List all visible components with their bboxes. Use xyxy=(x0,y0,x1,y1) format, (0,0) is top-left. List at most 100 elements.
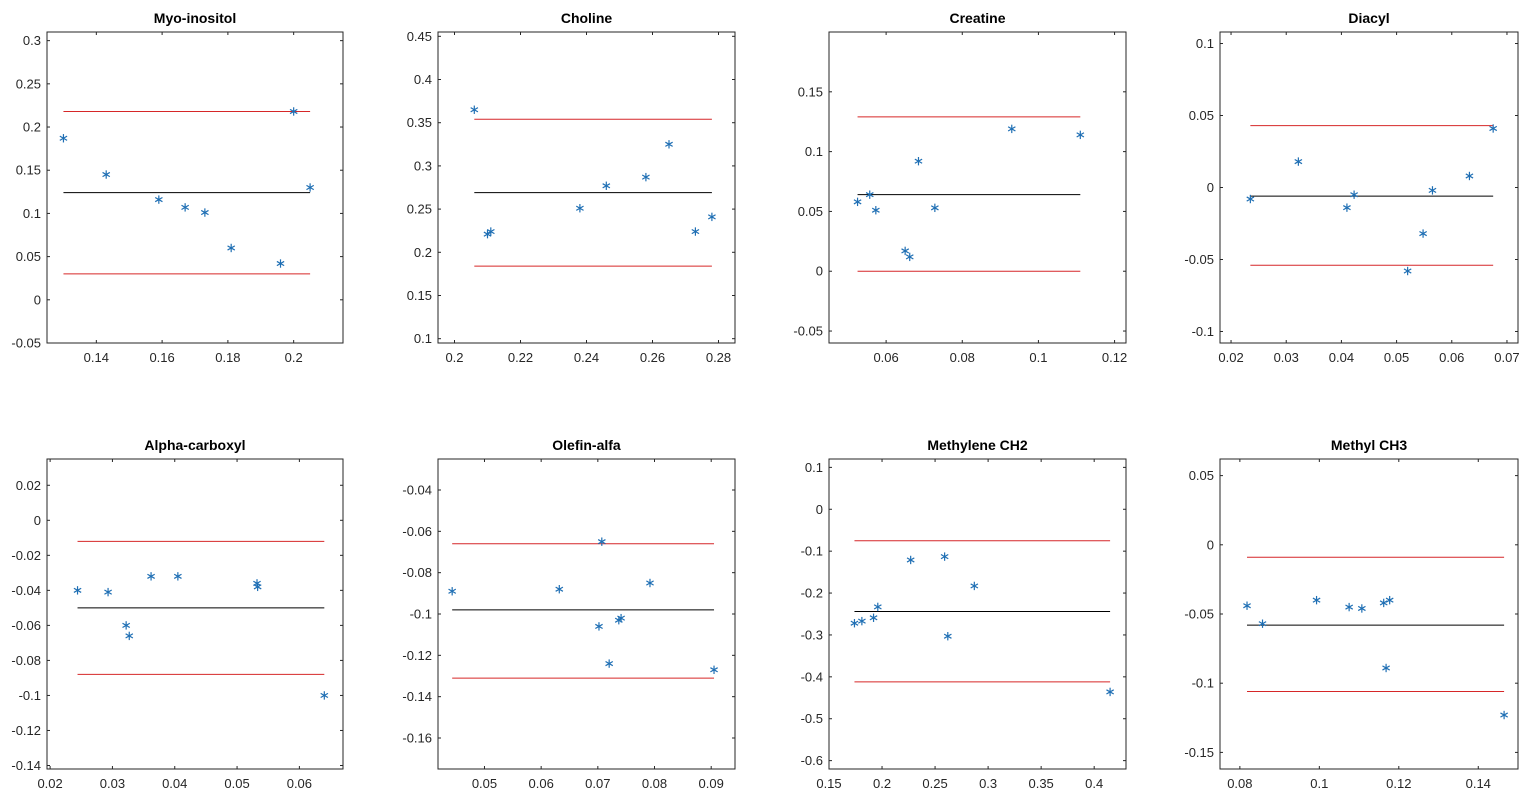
chart-title: Myo-inositol xyxy=(154,10,236,26)
data-point xyxy=(448,587,457,596)
y-tick-label: 0 xyxy=(34,292,41,307)
axes-box xyxy=(1219,458,1519,770)
chart-title: Methyl CH3 xyxy=(1331,437,1407,453)
y-tick-label: -0.12 xyxy=(402,648,432,663)
y-tick-label: 0 xyxy=(1207,537,1214,552)
y-tick-label: 0.02 xyxy=(16,478,41,493)
x-tick-label: 0.25 xyxy=(922,776,947,791)
data-point xyxy=(901,246,910,256)
y-tick-label: -0.05 xyxy=(1184,607,1214,622)
y-tick-label: 0.15 xyxy=(798,84,823,99)
y-tick-label: -0.14 xyxy=(11,758,41,773)
data-point xyxy=(665,140,673,149)
y-tick-label: -0.08 xyxy=(402,565,432,580)
data-point xyxy=(707,212,716,222)
x-tick-label: 0.2 xyxy=(285,350,303,365)
y-tick-label: 0.1 xyxy=(414,331,432,346)
y-tick-label: 0.2 xyxy=(23,120,41,135)
panel-7: Methylene CH2 0.15 0.2 0.25 0.3 0.35 0.4 -0.6 -0… xyxy=(801,437,1127,791)
chart-title: Alpha-carboxyl xyxy=(144,437,245,453)
y-tick-label: 0.05 xyxy=(798,204,823,219)
data-point xyxy=(605,659,614,668)
data-point xyxy=(1342,203,1351,212)
y-tick-label: -0.08 xyxy=(11,653,41,668)
x-tick-label: 0.15 xyxy=(816,776,841,791)
axes-box xyxy=(437,31,736,344)
x-tick-label: 0.12 xyxy=(1386,776,1411,791)
axes-box xyxy=(437,458,736,770)
x-tick-label: 0.14 xyxy=(1466,776,1491,791)
data-point xyxy=(905,252,914,262)
y-tick-label: -0.1 xyxy=(19,688,41,703)
x-tick-label: 0.14 xyxy=(84,350,109,365)
data-point xyxy=(1500,710,1509,720)
data-point xyxy=(914,156,923,166)
data-point xyxy=(59,134,68,143)
x-tick-label: 0.1 xyxy=(1029,350,1047,365)
data-point xyxy=(1428,186,1437,195)
axes-box xyxy=(46,31,344,344)
chart-title: Diacyl xyxy=(1348,10,1389,26)
data-point xyxy=(646,578,654,588)
data-point xyxy=(253,582,262,592)
data-point xyxy=(871,206,880,215)
data-point xyxy=(641,172,650,182)
y-tick-label: 0 xyxy=(34,513,41,528)
data-point xyxy=(306,183,315,192)
y-tick-label: -0.3 xyxy=(801,627,823,642)
y-tick-label: 0.25 xyxy=(16,76,41,91)
panel-1: Myo-inositol 0.14 0.16 0.18 0.2 -0.05 0 0.05 0.1… xyxy=(11,10,344,365)
y-tick-label: -0.06 xyxy=(11,618,41,633)
panel-3: Creatine 0.06 0.08 0.1 0.12 -0.05 0 0.05 0.1 0.15 xyxy=(793,10,1127,365)
x-tick-label: 0.26 xyxy=(640,350,665,365)
data-point xyxy=(1312,595,1321,605)
data-point xyxy=(200,208,209,217)
y-tick-label: -0.02 xyxy=(11,548,41,563)
x-tick-label: 0.3 xyxy=(979,776,997,791)
data-point xyxy=(602,181,611,190)
y-tick-label: -0.05 xyxy=(11,336,41,351)
y-tick-label: -0.5 xyxy=(801,711,823,726)
x-tick-label: 0.06 xyxy=(287,776,312,791)
y-tick-label: -0.15 xyxy=(1184,745,1214,760)
panel-8: Methyl CH3 0.08 0.1 0.12 0.14 -0.15 -0.1 -0.05 0… xyxy=(1184,437,1519,791)
data-point xyxy=(73,586,82,595)
y-tick-label: 0.05 xyxy=(1189,108,1214,123)
y-tick-label: 0.3 xyxy=(414,158,432,173)
data-point xyxy=(1007,124,1016,134)
chart-title: Creatine xyxy=(949,10,1005,26)
y-tick-label: 0.1 xyxy=(23,206,41,221)
y-tick-label: -0.12 xyxy=(11,723,41,738)
y-tick-label: -0.04 xyxy=(402,483,432,498)
data-point xyxy=(1357,604,1366,613)
data-point xyxy=(125,631,134,641)
x-tick-label: 0.4 xyxy=(1085,776,1103,791)
x-tick-label: 0.03 xyxy=(100,776,125,791)
y-tick-label: -0.1 xyxy=(1192,676,1214,691)
data-point xyxy=(1382,663,1391,673)
y-tick-label: 0.2 xyxy=(414,245,432,260)
data-point xyxy=(470,105,479,114)
axes-box xyxy=(828,31,1127,344)
data-point xyxy=(320,691,329,700)
data-point xyxy=(853,197,862,207)
x-tick-label: 0.1 xyxy=(1310,776,1328,791)
data-point xyxy=(1465,171,1474,181)
data-point xyxy=(555,585,564,594)
x-tick-label: 0.35 xyxy=(1028,776,1053,791)
y-tick-label: -0.06 xyxy=(402,524,432,539)
y-tick-label: 0.35 xyxy=(407,115,432,130)
data-point xyxy=(1106,687,1115,697)
x-tick-label: 0.05 xyxy=(224,776,249,791)
x-tick-label: 0.12 xyxy=(1102,350,1127,365)
y-tick-label: 0.05 xyxy=(1189,468,1214,483)
x-tick-label: 0.08 xyxy=(1227,776,1252,791)
chart-title: Olefin-alfa xyxy=(552,437,621,453)
data-point xyxy=(181,203,190,212)
x-tick-label: 0.24 xyxy=(574,350,599,365)
y-tick-label: 0.1 xyxy=(805,144,823,159)
data-point xyxy=(1489,124,1498,133)
data-point xyxy=(710,665,718,674)
y-tick-label: -0.1 xyxy=(410,607,432,622)
